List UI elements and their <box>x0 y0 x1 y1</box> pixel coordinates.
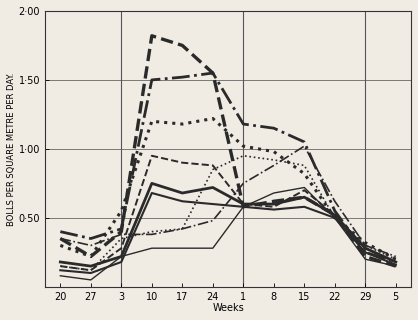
Y-axis label: BOLLS PER SQUARE METRE PER DAY.: BOLLS PER SQUARE METRE PER DAY. <box>7 72 16 226</box>
X-axis label: Weeks: Weeks <box>212 303 244 313</box>
